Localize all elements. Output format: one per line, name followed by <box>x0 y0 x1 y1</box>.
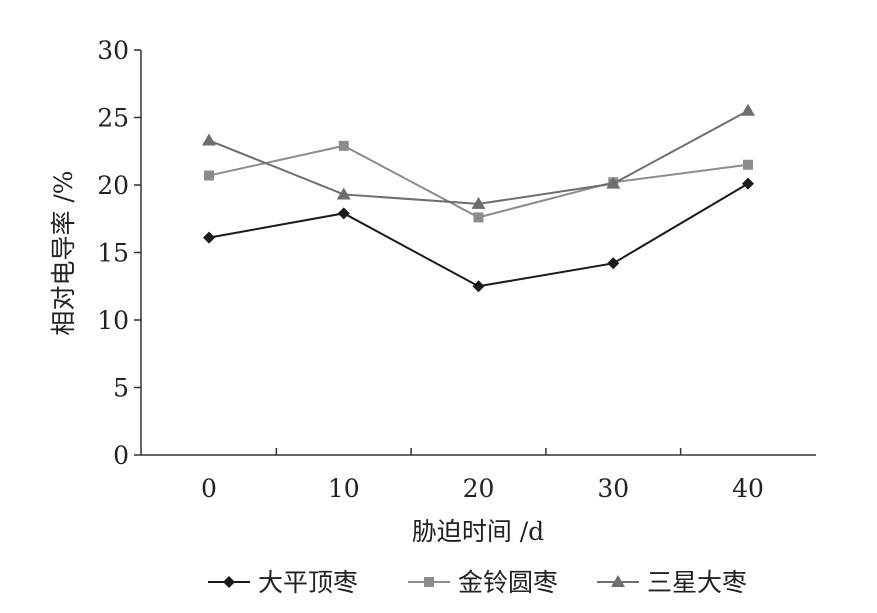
legend-label: 大平顶枣 <box>258 568 358 597</box>
y-tick-label: 5 <box>113 374 129 403</box>
y-axis-title: 相对电导率 /% <box>49 170 78 335</box>
series-group <box>202 103 755 293</box>
data-point <box>336 187 351 200</box>
data-point <box>472 280 485 293</box>
series-1 <box>203 177 754 293</box>
y-tick-label: 0 <box>113 441 129 470</box>
data-point <box>742 177 754 190</box>
data-point <box>203 231 215 244</box>
y-tick-label: 30 <box>97 36 129 65</box>
data-point <box>202 133 216 146</box>
legend-item: 三星大枣 <box>597 568 747 597</box>
legend-marker <box>424 577 434 587</box>
y-tick-label: 15 <box>97 239 129 268</box>
x-ticks: 0 10 20 30 40 <box>201 448 764 503</box>
y-tick-label: 20 <box>97 171 129 200</box>
x-tick-label: 30 <box>597 474 629 503</box>
legend-item: 金铃圆枣 <box>408 568 558 597</box>
legend-label: 三星大枣 <box>647 568 747 597</box>
data-point <box>204 170 214 181</box>
x-tick-label: 40 <box>732 474 764 503</box>
x-axis-title: 胁迫时间 /d <box>412 517 544 546</box>
data-point <box>606 176 621 189</box>
y-ticks: 0 5 10 15 20 25 30 <box>97 36 141 470</box>
data-point <box>743 159 753 170</box>
data-point <box>473 212 484 223</box>
data-point <box>607 257 620 270</box>
x-tick-label: 0 <box>201 474 217 503</box>
x-tick-label: 20 <box>463 474 495 503</box>
y-tick-label: 10 <box>97 306 129 335</box>
legend-marker <box>223 576 235 588</box>
legend: 大平顶枣 金铃圆枣 三星大枣 <box>208 568 747 597</box>
data-point <box>471 196 486 209</box>
data-point <box>741 103 755 116</box>
legend-marker <box>611 575 625 587</box>
legend-item: 大平顶枣 <box>208 568 358 597</box>
axes <box>140 50 816 456</box>
y-tick-label: 25 <box>97 104 129 133</box>
data-point <box>337 207 350 220</box>
data-point <box>338 140 349 151</box>
legend-label: 金铃圆枣 <box>458 568 558 597</box>
x-tick-label: 10 <box>328 474 360 503</box>
series-3 <box>202 103 755 209</box>
